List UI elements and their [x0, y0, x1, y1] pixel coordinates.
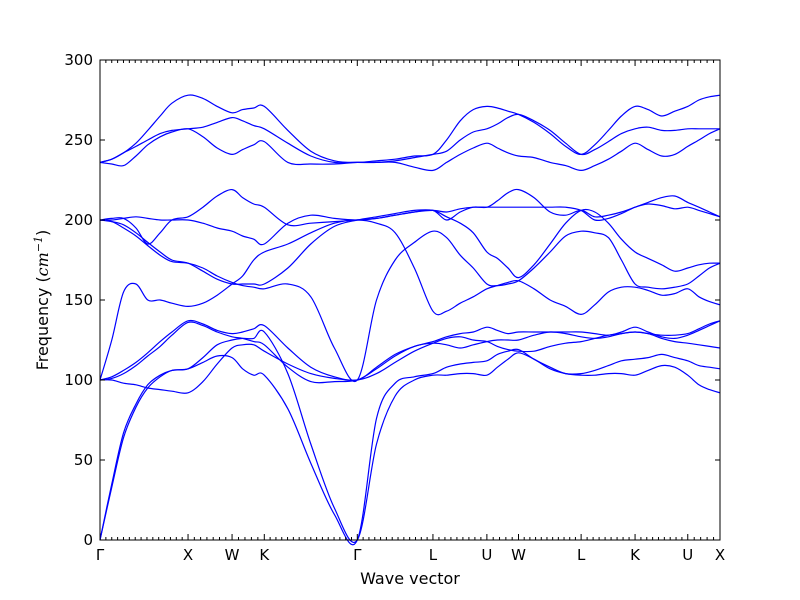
y-axis-label-unit: cm: [33, 252, 52, 276]
x-tick-label: Γ: [96, 546, 105, 564]
y-axis-label: Frequency (cm−1): [32, 230, 53, 371]
band-line-10: [99, 203, 721, 246]
y-tick-label: 200: [64, 211, 93, 229]
x-axis-label: Wave vector: [360, 569, 460, 588]
x-tick-label: U: [481, 546, 492, 564]
x-tick-label: U: [682, 546, 693, 564]
y-tick-label: 300: [64, 51, 93, 69]
y-axis-ticks: 0 50 100 150 200 250 300: [64, 51, 720, 549]
x-tick-label: L: [429, 546, 438, 564]
y-tick-label: 150: [64, 291, 93, 309]
y-tick-label: 250: [64, 131, 93, 149]
band-line-2: [99, 348, 721, 546]
band-line-12: [99, 113, 720, 164]
band-line-3: [99, 331, 721, 394]
x-tick-label: Γ: [353, 546, 362, 564]
y-tick-label: 0: [83, 531, 93, 549]
y-tick-label: 100: [64, 371, 93, 389]
y-axis-label-exponent: −1: [32, 236, 45, 252]
x-tick-label: W: [511, 546, 526, 564]
band-line-9: [99, 188, 721, 245]
y-tick-label: 50: [74, 451, 93, 469]
x-tick-label: K: [259, 546, 270, 564]
band-line-4: [99, 320, 721, 384]
band-line-13: [99, 94, 721, 164]
band-lines: [99, 94, 721, 546]
plot-frame: [99, 59, 721, 541]
x-tick-label: L: [577, 546, 586, 564]
band-line-1: [99, 329, 721, 543]
x-tick-label: K: [630, 546, 641, 564]
x-tick-label: X: [715, 546, 725, 564]
x-tick-label: W: [225, 546, 240, 564]
x-tick-label: X: [183, 546, 193, 564]
y-axis-label-suffix: ): [33, 230, 52, 236]
band-line-8: [99, 208, 721, 286]
y-axis-label-prefix: Frequency (: [33, 276, 52, 370]
band-line-5: [99, 319, 721, 382]
band-line-6: [99, 219, 721, 381]
band-line-11: [99, 128, 721, 172]
